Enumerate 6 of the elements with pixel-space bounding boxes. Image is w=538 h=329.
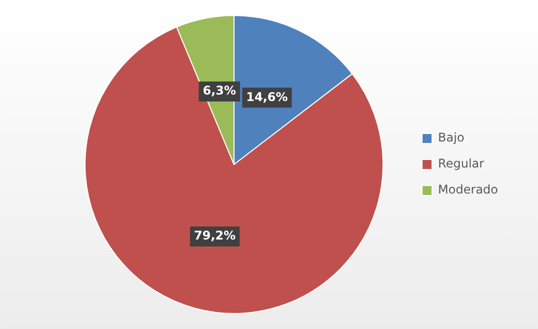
legend-label: Regular: [438, 156, 484, 171]
legend-label: Bajo: [438, 130, 464, 145]
data-label: 14,6%: [246, 90, 288, 104]
data-label: 79,2%: [194, 228, 236, 243]
data-label: 6,3%: [202, 84, 236, 98]
legend-label: Moderado: [438, 182, 498, 197]
